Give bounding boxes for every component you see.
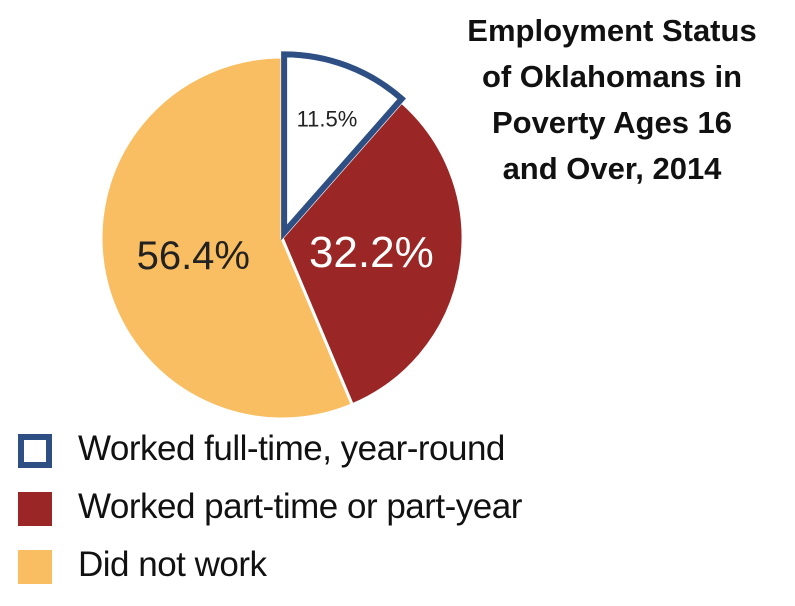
chart-title-line: Employment Status <box>467 13 757 48</box>
legend-label: Worked full-time, year-round <box>78 429 505 468</box>
chart-title-line: and Over, 2014 <box>502 151 722 186</box>
pie-label-did-not-work: 56.4% <box>137 234 250 278</box>
legend-label: Did not work <box>78 545 267 584</box>
chart-title-line: Poverty Ages 16 <box>491 105 733 140</box>
pie-slice-full-time <box>281 51 406 241</box>
legend-swatch-did-not-work <box>18 550 52 584</box>
legend-item-part-time: Worked part-time or part-year <box>18 483 718 541</box>
pie-value-labels: 11.5% 32.2% 56.4% <box>137 106 434 277</box>
pie-label-part-time: 32.2% <box>309 228 434 277</box>
pie-slice-part-time <box>280 100 465 407</box>
pie-slice-did-not-work <box>99 55 355 421</box>
chart-title: Employment Status of Oklahomans in Pover… <box>432 8 792 192</box>
chart-legend: Worked full-time, year-round Worked part… <box>18 425 718 599</box>
legend-label: Worked part-time or part-year <box>78 487 522 526</box>
chart-title-line: of Oklahomans in <box>481 59 743 94</box>
legend-item-full-time: Worked full-time, year-round <box>18 425 718 483</box>
legend-item-did-not-work: Did not work <box>18 541 718 599</box>
legend-swatch-full-time <box>18 434 52 468</box>
legend-swatch-part-time <box>18 492 52 526</box>
pie-slices <box>99 51 465 421</box>
pie-label-full-time: 11.5% <box>297 106 358 131</box>
